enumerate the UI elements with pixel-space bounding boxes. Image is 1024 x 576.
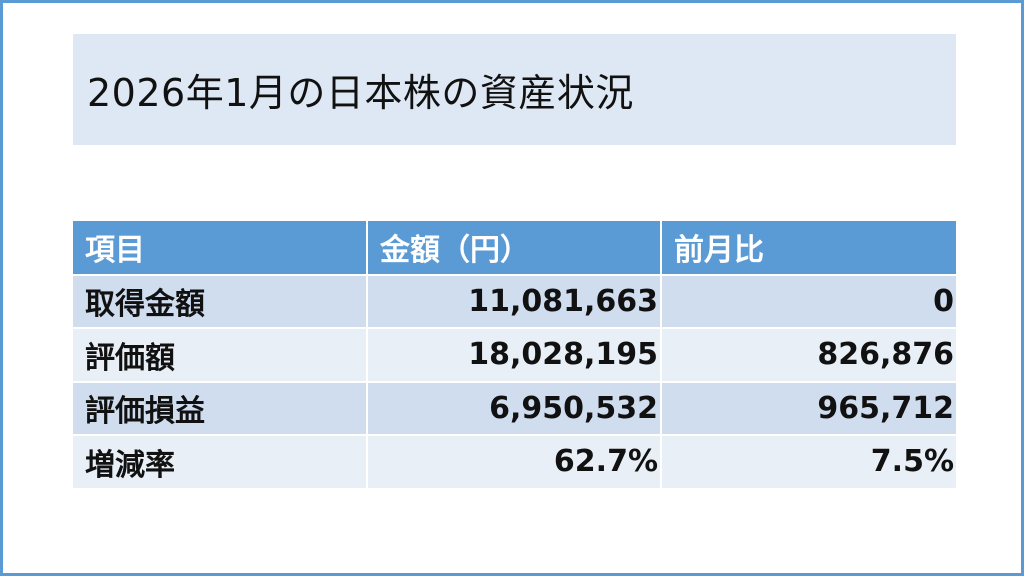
title-box: 2026年1月の日本株の資産状況 [73, 34, 956, 145]
row-month-over-month: 965,712 [661, 381, 956, 436]
table-header-row: 項目 金額（円） 前月比 [73, 221, 956, 276]
table-row: 取得金額 11,081,663 0 [73, 274, 956, 329]
row-amount: 11,081,663 [367, 274, 662, 329]
row-item-label: 増減率 [73, 435, 368, 490]
header-item: 項目 [73, 221, 368, 276]
row-amount: 62.7% [367, 435, 662, 490]
row-item-label: 取得金額 [73, 274, 368, 329]
row-month-over-month: 826,876 [661, 328, 956, 383]
table-row: 評価額 18,028,195 826,876 [73, 328, 956, 383]
row-item-label: 評価額 [73, 328, 368, 383]
row-month-over-month: 0 [661, 274, 956, 329]
header-month-over-month: 前月比 [661, 221, 956, 276]
row-amount: 18,028,195 [367, 328, 662, 383]
header-amount: 金額（円） [367, 221, 662, 276]
slide-title: 2026年1月の日本株の資産状況 [87, 71, 634, 115]
row-amount: 6,950,532 [367, 381, 662, 436]
asset-table: 項目 金額（円） 前月比 取得金額 11,081,663 0 評価額 18,02… [73, 221, 956, 490]
table-row: 評価損益 6,950,532 965,712 [73, 381, 956, 436]
row-item-label: 評価損益 [73, 381, 368, 436]
row-month-over-month: 7.5% [661, 435, 956, 490]
table-row: 増減率 62.7% 7.5% [73, 435, 956, 490]
